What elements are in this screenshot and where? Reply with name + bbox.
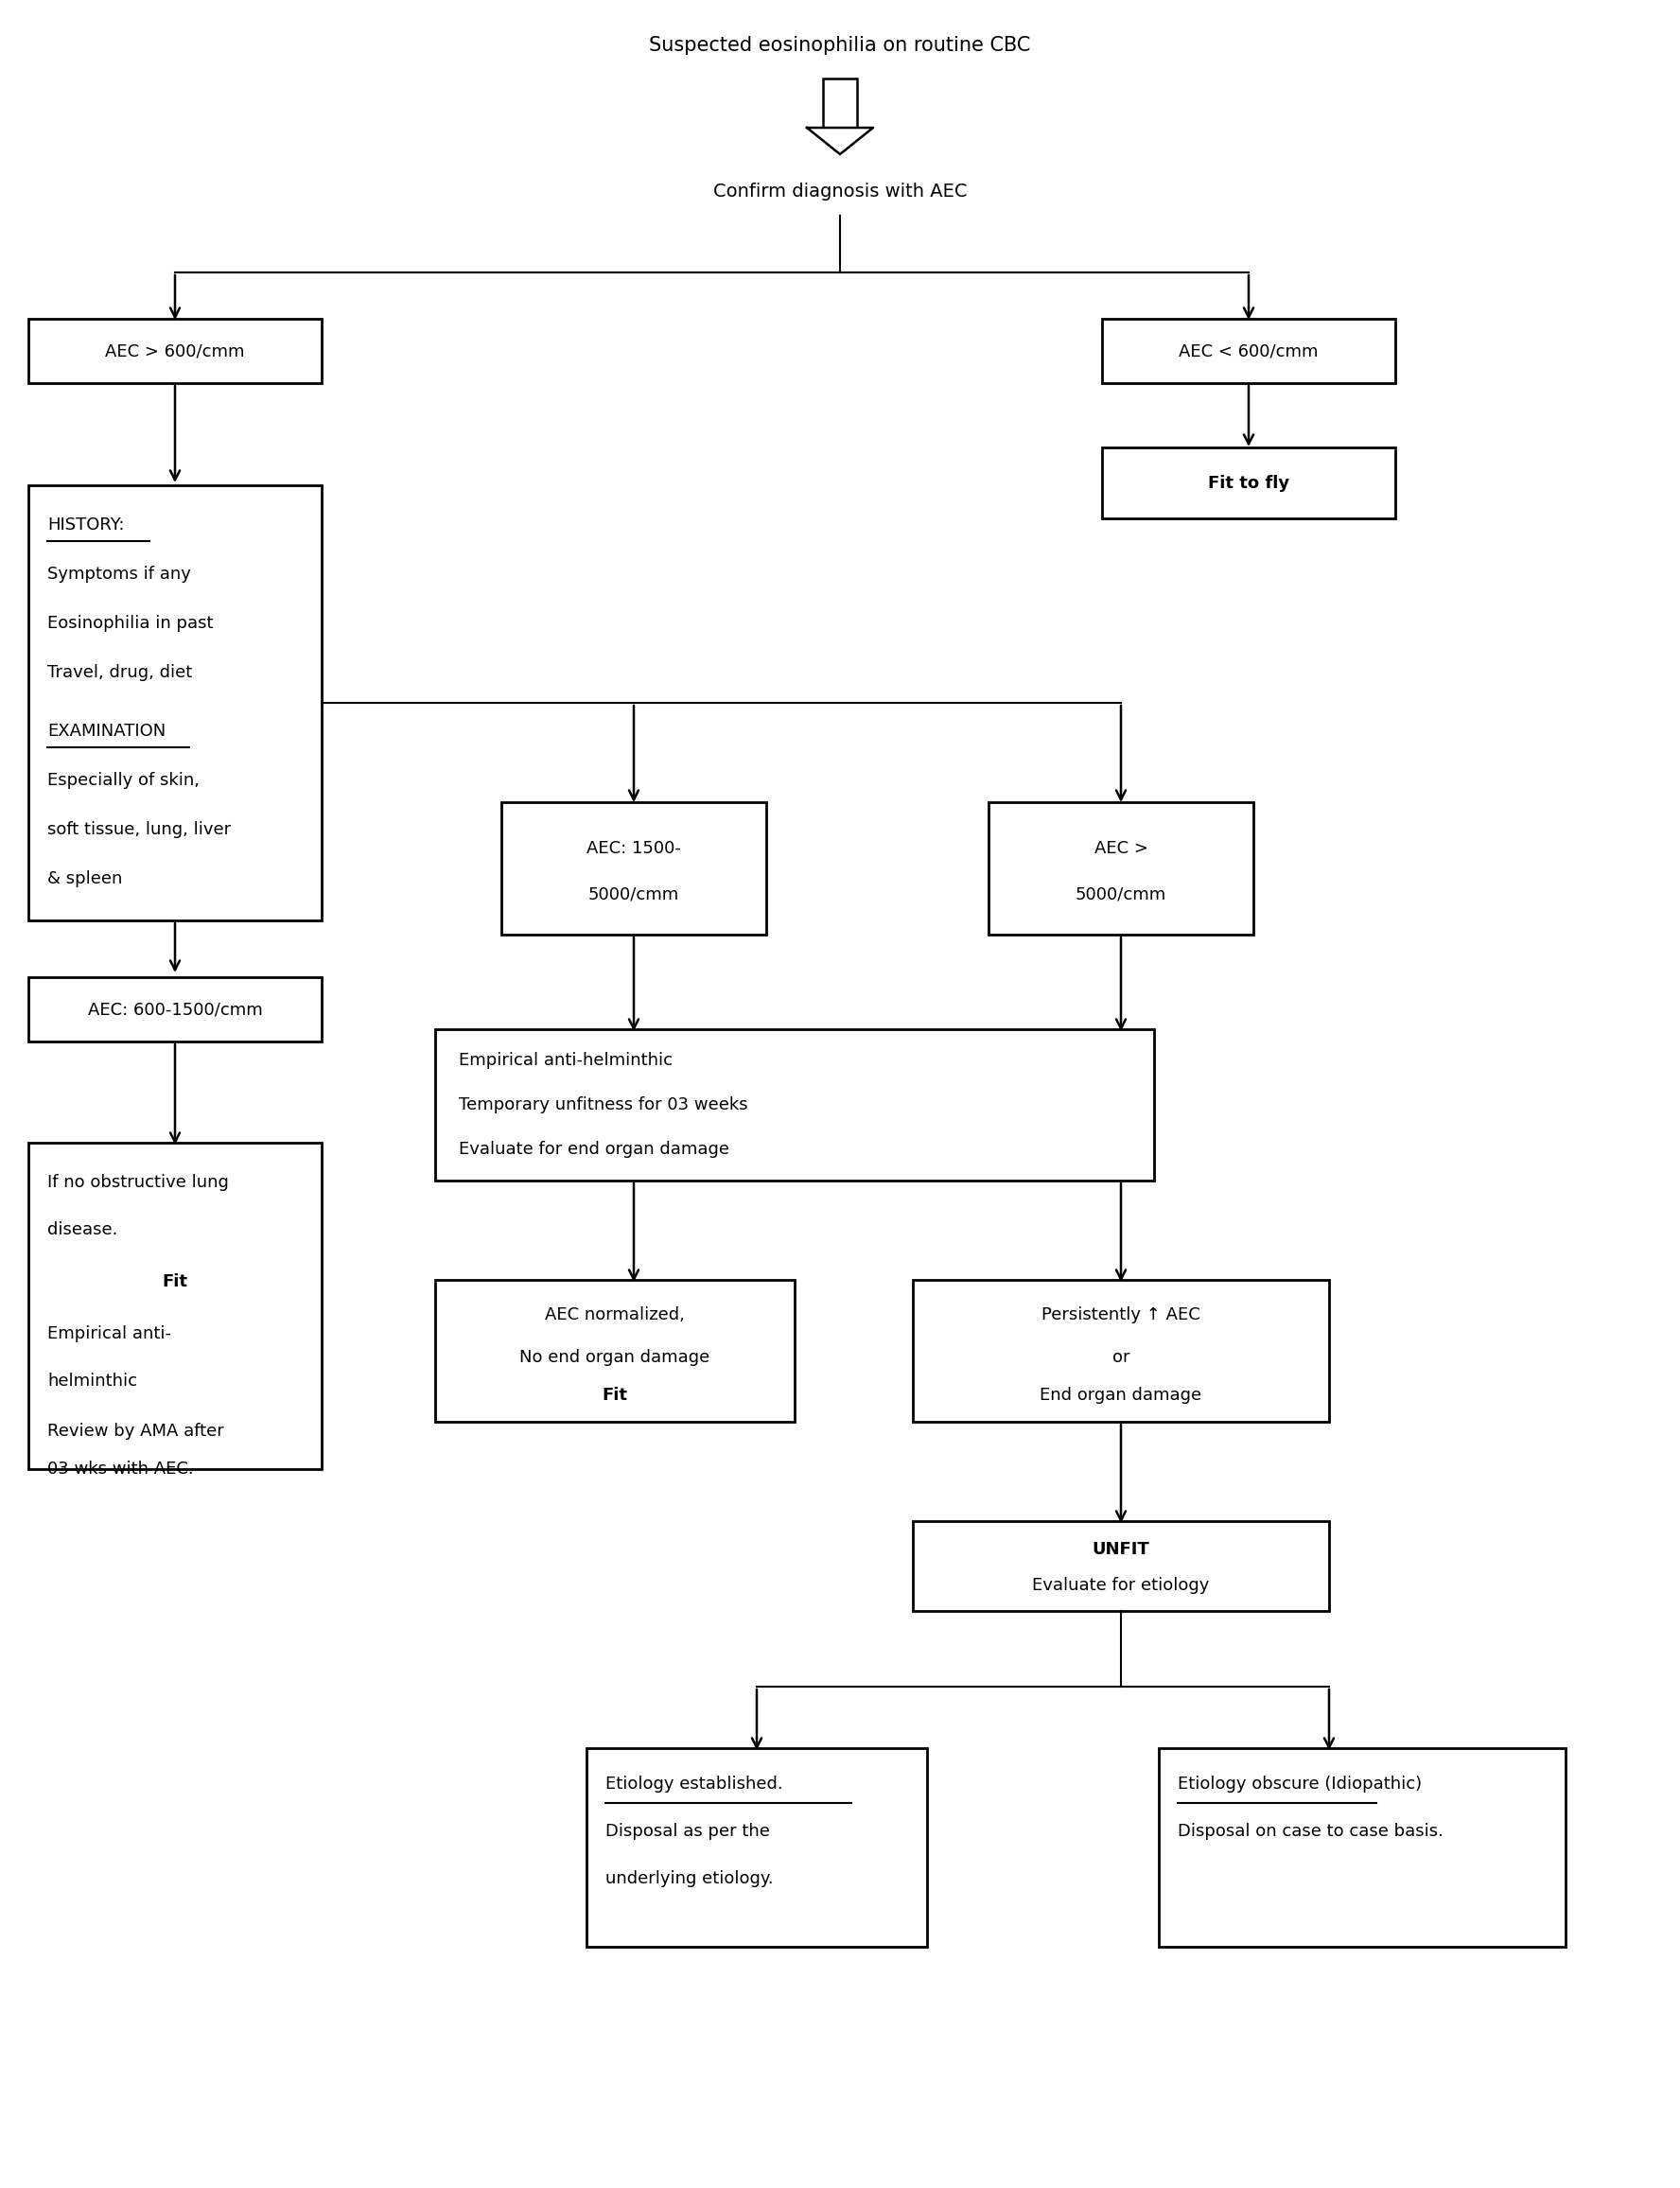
Text: helminthic: helminthic [47,1372,138,1389]
Text: Suspected eosinophilia on routine CBC: Suspected eosinophilia on routine CBC [648,35,1032,55]
Bar [1102,446,1396,519]
Text: & spleen: & spleen [47,871,123,888]
Text: soft tissue, lung, liver: soft tissue, lung, liver [47,820,230,838]
Bar [29,1142,321,1468]
Bar [29,319,321,383]
Text: AEC: 1500-: AEC: 1500- [586,840,680,858]
Text: UNFIT: UNFIT [1092,1540,1149,1558]
Text: Etiology established.: Etiology established. [605,1777,783,1792]
Text: Travel, drug, diet: Travel, drug, diet [47,665,192,680]
Text: Fit to fly: Fit to fly [1208,475,1289,492]
Text: or: or [1112,1350,1129,1365]
Bar [435,1280,795,1422]
Text: Temporary unfitness for 03 weeks: Temporary unfitness for 03 weeks [459,1096,748,1114]
Text: underlying etiology.: underlying etiology. [605,1871,773,1888]
Text: Review by AMA after: Review by AMA after [47,1422,223,1440]
Text: Disposal on case to case basis.: Disposal on case to case basis. [1178,1823,1443,1840]
Text: Persistently ↑ AEC: Persistently ↑ AEC [1042,1306,1200,1324]
Bar [29,486,321,921]
Text: AEC: 600-1500/cmm: AEC: 600-1500/cmm [87,1000,262,1017]
Text: Eosinophilia in past: Eosinophilia in past [47,615,213,632]
Bar [435,1028,1154,1182]
Text: 03 wks with AEC.: 03 wks with AEC. [47,1462,193,1477]
Text: Fit: Fit [601,1387,628,1405]
Text: 5000/cmm: 5000/cmm [588,886,679,904]
Text: Confirm diagnosis with AEC: Confirm diagnosis with AEC [712,184,968,201]
Text: End organ damage: End organ damage [1040,1387,1201,1405]
Bar [501,803,766,934]
Text: AEC >: AEC > [1094,840,1147,858]
Bar [1159,1748,1566,1947]
Text: Fit: Fit [163,1273,188,1291]
Text: Evaluate for end organ damage: Evaluate for end organ damage [459,1140,729,1157]
Text: No end organ damage: No end organ damage [519,1350,711,1365]
Text: Especially of skin,: Especially of skin, [47,772,200,790]
Bar [912,1280,1329,1422]
Text: EXAMINATION: EXAMINATION [47,722,166,740]
Text: AEC normalized,: AEC normalized, [544,1306,685,1324]
Text: 5000/cmm: 5000/cmm [1075,886,1166,904]
Text: Evaluate for etiology: Evaluate for etiology [1032,1578,1210,1593]
Polygon shape [806,127,874,153]
Text: AEC > 600/cmm: AEC > 600/cmm [106,344,245,359]
Text: Disposal as per the: Disposal as per the [605,1823,769,1840]
Text: disease.: disease. [47,1221,118,1238]
Bar [29,978,321,1041]
Bar [1102,319,1396,383]
Bar [586,1748,927,1947]
Bar [912,1521,1329,1610]
Text: If no obstructive lung: If no obstructive lung [47,1175,228,1190]
Text: Etiology obscure (Idiopathic): Etiology obscure (Idiopathic) [1178,1777,1421,1792]
Text: Empirical anti-: Empirical anti- [47,1326,171,1341]
Bar [823,79,857,127]
Text: HISTORY:: HISTORY: [47,516,124,534]
Text: Empirical anti-helminthic: Empirical anti-helminthic [459,1052,672,1070]
Text: Symptoms if any: Symptoms if any [47,567,192,582]
Text: AEC < 600/cmm: AEC < 600/cmm [1179,344,1319,359]
Bar [988,803,1253,934]
